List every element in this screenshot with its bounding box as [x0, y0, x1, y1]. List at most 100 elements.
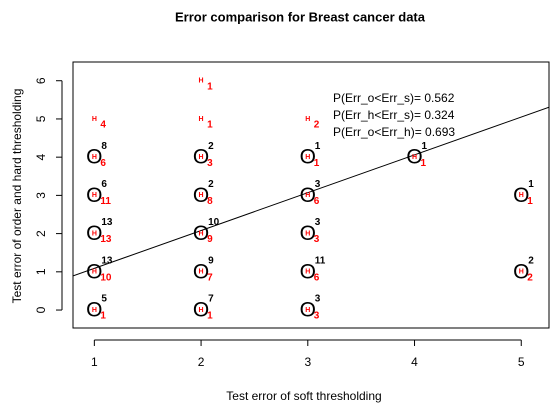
count-label: 3 — [314, 234, 320, 245]
count-label: 3 — [314, 311, 320, 322]
count-label: 1 — [422, 141, 428, 152]
count-label: 11 — [100, 196, 111, 207]
point-marker: H — [92, 116, 97, 123]
point-marker: H — [199, 307, 204, 314]
count-label: 13 — [101, 217, 113, 228]
count-label: 1 — [207, 120, 213, 131]
point-marker: H — [199, 269, 204, 276]
count-label: 11 — [315, 255, 326, 266]
y-tick-label: 6 — [34, 77, 48, 84]
count-label: 2 — [528, 255, 534, 266]
count-label: 1 — [528, 179, 534, 190]
y-tick-label: 5 — [34, 115, 48, 122]
point-marker: H — [92, 230, 97, 237]
annotation: P(Err_o<Err_s)= 0.562 — [333, 91, 455, 105]
point-marker: H — [305, 116, 310, 123]
point-marker: O — [193, 260, 209, 283]
count-label: 8 — [101, 141, 107, 152]
count-label: 1 — [100, 311, 106, 322]
count-label: 6 — [100, 158, 106, 169]
point-marker: O — [86, 260, 102, 283]
point-marker: O — [193, 184, 209, 207]
point-marker: H — [305, 269, 310, 276]
count-label: 1 — [314, 158, 320, 169]
point-marker: O — [300, 222, 316, 245]
count-label: 1 — [527, 196, 533, 207]
y-axis-label: Test error of order and hard thresholdin… — [10, 89, 24, 304]
count-label: 3 — [315, 217, 321, 228]
x-axis-label: Test error of soft thresholding — [226, 389, 381, 403]
count-label: 4 — [100, 120, 106, 131]
count-label: 7 — [208, 294, 214, 305]
count-label: 6 — [101, 179, 107, 190]
point-marker: O — [86, 184, 102, 207]
y-tick-label: 3 — [34, 192, 48, 199]
annotation: P(Err_h<Err_s)= 0.324 — [333, 108, 455, 122]
count-label: 7 — [207, 272, 213, 283]
point-marker: O — [300, 260, 316, 283]
count-label: 10 — [100, 272, 112, 283]
point-marker: H — [305, 307, 310, 314]
x-tick-label: 5 — [518, 355, 525, 369]
plot-box — [72, 61, 550, 329]
x-tick-label: 3 — [304, 355, 311, 369]
count-label: 1 — [315, 141, 321, 152]
point-marker: O — [513, 260, 529, 283]
count-label: 3 — [315, 179, 321, 190]
point-marker: H — [199, 116, 204, 123]
y-tick-label: 0 — [34, 306, 48, 313]
point-marker: O — [300, 184, 316, 207]
x-tick-label: 2 — [198, 355, 205, 369]
count-label: 1 — [207, 81, 213, 92]
point-marker: O — [86, 299, 102, 322]
point-marker: H — [199, 192, 204, 199]
point-marker: H — [92, 307, 97, 314]
point-marker: H — [92, 269, 97, 276]
fit-line — [73, 106, 549, 277]
count-label: 2 — [314, 120, 320, 131]
chart-title: Error comparison for Breast cancer data — [175, 9, 426, 24]
point-marker: O — [406, 146, 422, 169]
point-marker: H — [305, 230, 310, 237]
count-label: 5 — [101, 294, 107, 305]
count-label: 3 — [207, 158, 213, 169]
point-marker: H — [92, 192, 97, 199]
point-marker: O — [193, 146, 209, 169]
y-tick-label: 2 — [34, 230, 48, 237]
point-marker: H — [412, 154, 417, 161]
y-tick-label: 1 — [34, 268, 48, 275]
point-marker: H — [199, 154, 204, 161]
count-label: 6 — [314, 196, 320, 207]
count-label: 6 — [314, 272, 320, 283]
point-marker: H — [92, 154, 97, 161]
y-tick-label: 4 — [34, 154, 48, 161]
point-marker: O — [193, 222, 209, 245]
point-marker: O — [86, 222, 102, 245]
point-marker: H — [305, 154, 310, 161]
x-tick-label: 1 — [91, 355, 98, 369]
point-marker: O — [86, 146, 102, 169]
point-marker: H — [199, 78, 204, 85]
count-label: 3 — [315, 294, 321, 305]
count-label: 13 — [101, 255, 113, 266]
count-label: 9 — [207, 234, 213, 245]
point-marker: H — [519, 269, 524, 276]
point-marker: O — [513, 184, 529, 207]
point-marker: O — [300, 146, 316, 169]
count-label: 13 — [100, 234, 112, 245]
count-label: 2 — [208, 179, 214, 190]
count-label: 1 — [421, 158, 427, 169]
x-tick-label: 4 — [411, 355, 418, 369]
count-label: 2 — [527, 272, 533, 283]
point-marker: H — [519, 192, 524, 199]
point-marker: H — [199, 230, 204, 237]
point-marker: H — [305, 192, 310, 199]
count-label: 9 — [208, 255, 214, 266]
annotation: P(Err_o<Err_h)= 0.693 — [333, 125, 455, 139]
count-label: 1 — [207, 311, 213, 322]
count-label: 2 — [208, 141, 214, 152]
count-label: 10 — [208, 217, 220, 228]
point-marker: O — [300, 299, 316, 322]
